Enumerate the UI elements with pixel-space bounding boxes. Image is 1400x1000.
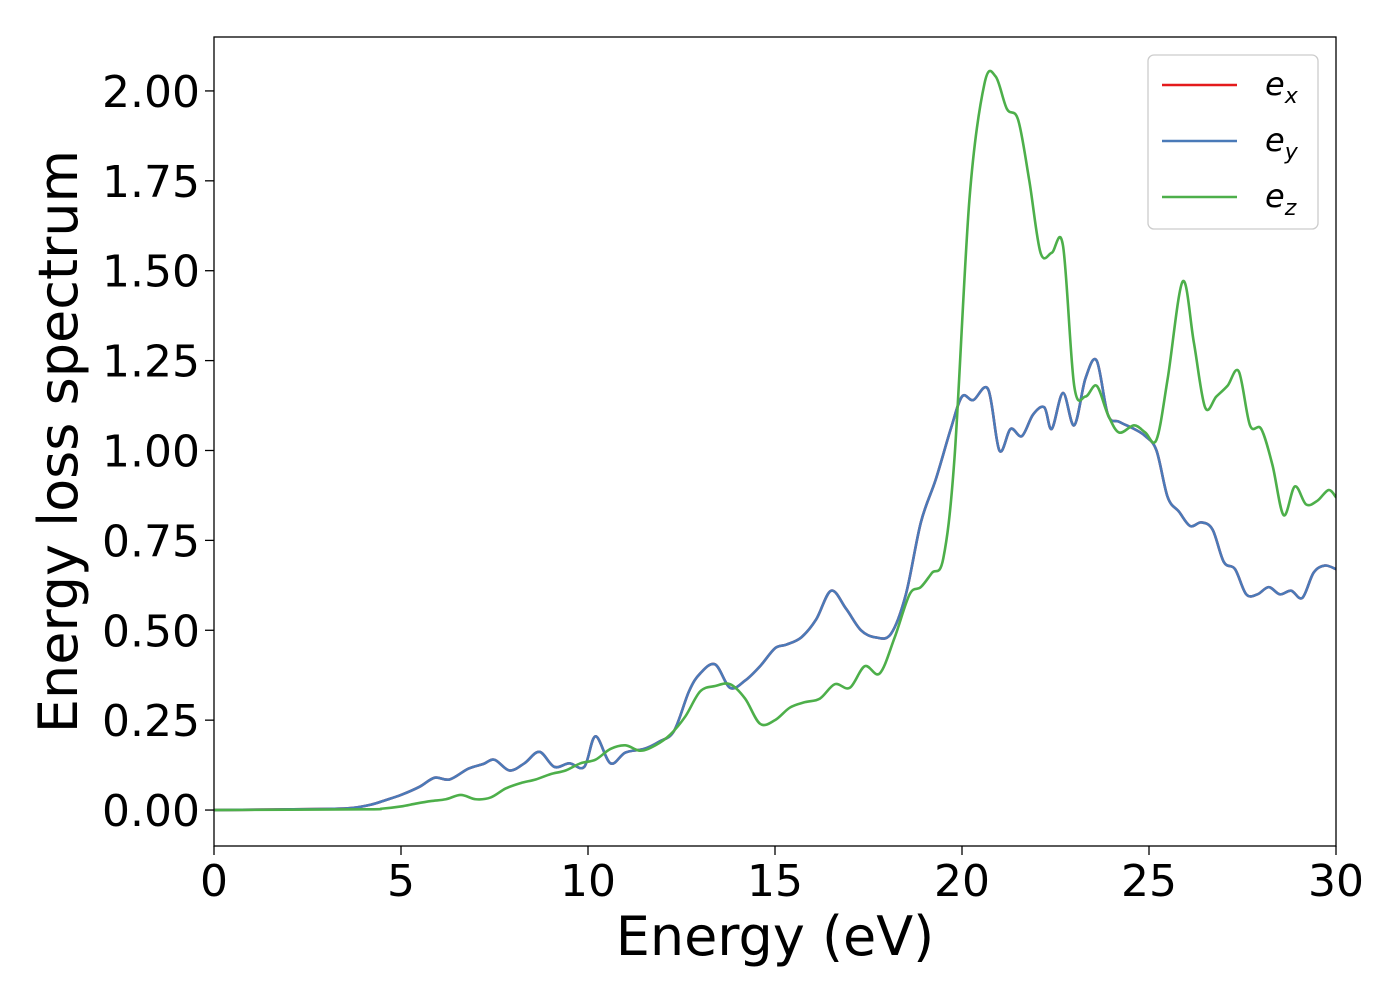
y-axis: 0.00 0.25 0.50 0.75 1.00 1.25 1.50 1.75 2.00 xyxy=(102,67,214,837)
y-tick-label: 1.50 xyxy=(102,247,200,298)
y-tick-label: 0.75 xyxy=(102,516,200,567)
x-tick-label: 0 xyxy=(200,856,228,907)
x-tick-label: 25 xyxy=(1121,856,1177,907)
y-tick-label: 1.00 xyxy=(102,426,200,477)
y-tick-label: 1.75 xyxy=(102,157,200,208)
legend-label-ex: ex xyxy=(1265,65,1299,109)
series-line-ey xyxy=(214,357,1336,812)
series-layer xyxy=(214,69,1336,812)
x-tick-label: 20 xyxy=(934,856,990,907)
legend-label-ez: ez xyxy=(1265,177,1297,221)
x-tick-label: 15 xyxy=(747,856,803,907)
x-tick-label: 10 xyxy=(560,856,616,907)
legend: ex ey ez xyxy=(1147,54,1319,230)
y-axis-title: Energy loss spectrum xyxy=(27,150,90,733)
x-axis: 0 5 10 15 20 25 30 xyxy=(200,846,1364,907)
series-line-ex xyxy=(214,357,1336,812)
series-line-ez xyxy=(214,69,1336,812)
legend-label-ey: ey xyxy=(1265,121,1299,165)
x-tick-label: 5 xyxy=(387,856,415,907)
y-tick-label: 2.00 xyxy=(102,67,200,118)
y-tick-label: 0.25 xyxy=(102,696,200,747)
x-axis-title: Energy (eV) xyxy=(616,905,935,968)
y-tick-label: 0.50 xyxy=(102,606,200,657)
y-tick-label: 0.00 xyxy=(102,786,200,837)
x-tick-label: 30 xyxy=(1308,856,1364,907)
y-tick-label: 1.25 xyxy=(102,337,200,388)
